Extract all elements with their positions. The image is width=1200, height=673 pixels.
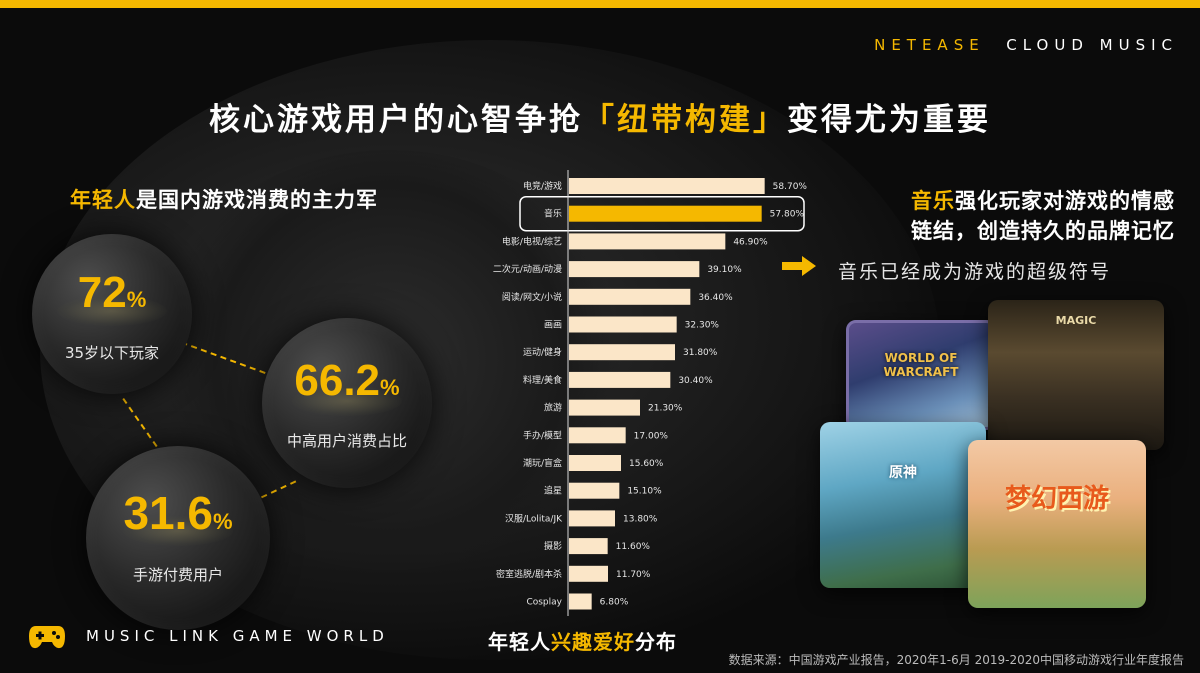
footer-brand: MUSIC LINK GAME WORLD [28,622,389,650]
bar [569,427,626,444]
value-label: 15.10% [627,487,662,497]
bar [569,178,765,194]
value-label: 39.10% [707,265,742,275]
bar [569,371,671,388]
bar [569,538,608,555]
bar [569,510,615,527]
page-headline: 核心游戏用户的心智争抢「纽带构建」变得尤为重要 [0,94,1200,139]
interest-bar-chart: 电竞/游戏 58.70% 音乐 57.80% 电影/电视/综艺 46.90% 二次元/动画/… [493,170,808,616]
brand-part2: CLOUD MUSIC [1006,36,1178,54]
value-label: 11.70% [616,570,651,580]
music-statement: 音乐强化玩家对游戏的情感 链结，创造持久的品牌记忆 [820,186,1175,246]
music-line1: 强化玩家对游戏的情感 [955,189,1175,213]
stat-bubble-mid-high-spend: 66.2% 中高用户消费占比 [262,318,432,488]
chart-title: 年轻人兴趣爱好分布 [488,626,677,655]
stat-plate [57,296,167,326]
chart-title-pre: 年轻人 [488,630,551,654]
stat-value: 66.2% [294,356,400,405]
category-label: 阅读/网文/小说 [502,291,562,303]
chart-title-post: 分布 [635,630,677,654]
highlight-box [519,195,805,232]
brand-logo-text: NETEASE CLOUD MUSIC [874,36,1178,54]
game-logo-text: WORLD OF WARCRAFT [883,351,959,379]
left-title-highlight: 年轻人 [70,188,136,212]
category-label: 料理/美食 [523,374,562,386]
game-logo-text: MAGIC [1055,314,1097,327]
arrow-right-icon [782,256,816,276]
value-label: 15.60% [629,459,664,469]
category-label: 手办/模型 [523,429,562,441]
value-label: 17.00% [634,431,669,441]
left-title-rest: 是国内游戏消费的主力军 [136,188,378,212]
value-label: 13.80% [623,514,658,524]
category-label: 二次元/动画/动漫 [493,263,562,275]
music-subtitle: 音乐已经成为游戏的超级符号 [838,261,1112,283]
headline-highlight: 「纽带构建」 [583,102,787,138]
stat-value: 72% [77,268,147,317]
bar [569,344,675,361]
bar [569,399,640,416]
category-label: 音乐 [544,208,562,220]
music-highlight: 音乐 [911,189,955,213]
value-label: 32.30% [685,321,720,331]
value-label: 36.40% [698,293,733,303]
game-card-harry-potter-magic: MAGIC [988,300,1164,450]
data-source-note: 数据来源：中国游戏产业报告，2020年1-6月 2019-2020中国移动游戏行… [728,653,1184,667]
game-card-menghuan-xiyou: 梦幻西游 [968,440,1146,608]
category-label: 追星 [544,485,562,497]
stat-value: 31.6% [123,487,233,539]
left-section-title: 年轻人是国内游戏消费的主力军 [70,184,378,214]
category-label: 运动/健身 [523,346,562,358]
value-label: 21.30% [648,404,683,414]
bar [569,455,621,471]
value-label: 57.80% [770,210,805,220]
bar [569,316,677,333]
stat-bubble-young-players: 72% 35岁以下玩家 [32,234,192,394]
headline-pre: 核心游戏用户的心智争抢 [209,102,583,138]
stat-plate [292,386,402,416]
category-label: 摄影 [544,540,562,552]
game-card-genshin: 原神 [820,422,986,588]
chart-title-highlight: 兴趣爱好 [551,630,635,654]
category-label: 电影/电视/综艺 [502,235,562,247]
bar [569,482,620,499]
bar [569,565,608,582]
stat-label: 中高用户消费占比 [286,432,407,450]
stat-bubble-mobile-payers: 31.6% 手游付费用户 [86,446,270,630]
stat-label: 手游付费用户 [132,566,223,584]
stat-plate [123,516,233,546]
headline-post: 变得尤为重要 [787,102,991,138]
category-label: 电竞/游戏 [523,180,562,192]
category-label: 画画 [544,320,562,331]
category-label: 旅游 [544,402,562,414]
value-label: 31.80% [683,348,718,358]
bar [569,261,700,278]
bar [569,233,726,250]
footer-brand-text: MUSIC LINK GAME WORLD [86,627,389,645]
category-label: 密室逃脱/剧本杀 [496,568,562,580]
game-card-world-of-warcraft: WORLD OF WARCRAFT [846,320,996,430]
value-label: 46.90% [733,237,768,247]
bar [569,205,762,222]
category-label: Cosplay [526,598,562,608]
category-label: 潮玩/盲盒 [523,457,562,469]
value-label: 6.80% [600,598,629,608]
category-label: 汉服/Lolita/JK [505,513,563,524]
brand-part1: NETEASE [874,36,985,54]
value-label: 58.70% [773,182,808,192]
music-line2: 链结，创造持久的品牌记忆 [911,219,1175,243]
value-label: 11.60% [616,542,651,552]
game-logo-text: 梦幻西游 [1004,484,1109,514]
bar [569,288,691,305]
game-logo-text: 原神 [889,465,917,481]
bar [569,593,592,610]
value-label: 30.40% [678,376,713,386]
stat-label: 35岁以下玩家 [64,344,160,362]
gamepad-icon [29,626,65,649]
top-accent-bar [0,0,1200,8]
